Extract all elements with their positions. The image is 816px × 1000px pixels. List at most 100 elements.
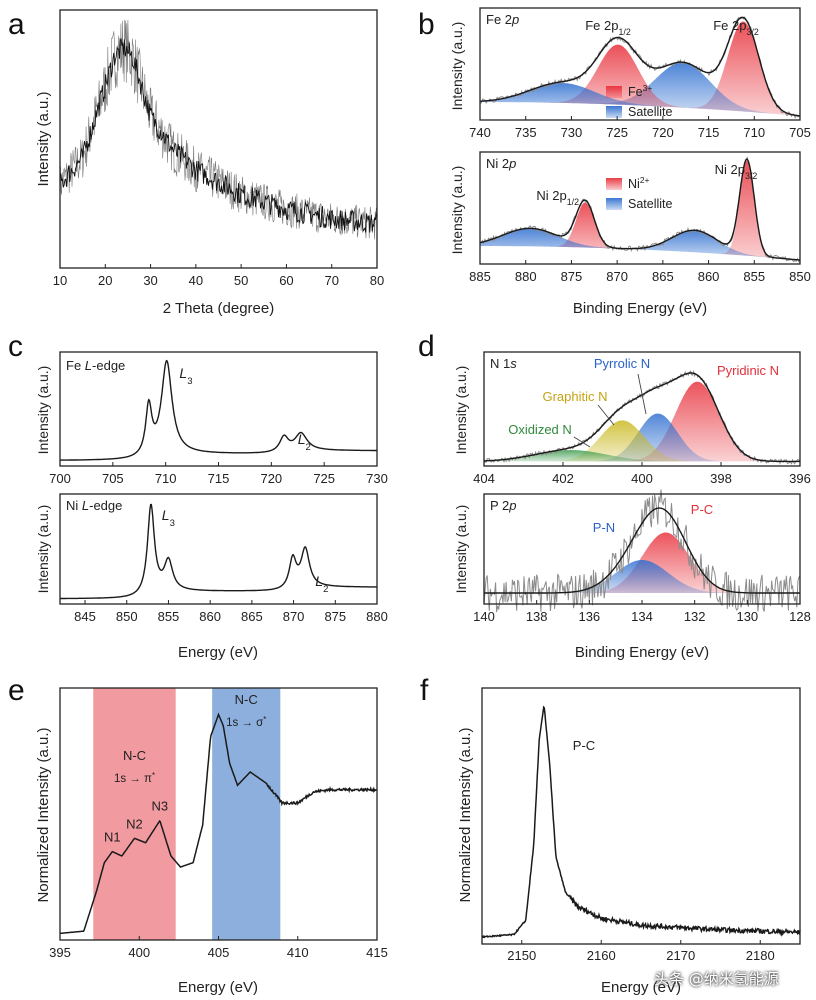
panel-b-ni-legend-swatch	[606, 198, 622, 210]
panel-a-x-tick-label: 10	[53, 273, 67, 288]
panel-f-x-tick-label: 2170	[666, 948, 695, 963]
panel-b-fe-x-tick-label: 720	[652, 125, 674, 140]
panel-d-ylabel-bottom: Intensity (a.u.)	[453, 505, 469, 594]
panel-c-fe-peak-label: L2	[298, 431, 311, 453]
panel-a-frame	[59, 9, 378, 269]
panel-d-p-title-part: p	[508, 498, 516, 513]
panel-b-ni-envelope	[479, 158, 801, 261]
panel-b-fe-peak-label-part: 1/2	[618, 27, 630, 37]
panel-b-fe-envelope	[479, 16, 801, 117]
panel-c-ni-peak-label-part: 3	[170, 518, 175, 529]
panel-e-band-transition: 1s → π*	[114, 771, 155, 786]
panel-b-fe-peak-label-part: 3/2	[746, 27, 758, 37]
panel-d-n-pointer-line	[597, 404, 615, 426]
panel-b-ni-component-1	[480, 230, 800, 260]
panel-letter-a: a	[8, 8, 25, 41]
panel-b-fe-legend-label: Satellite	[628, 105, 673, 119]
panel-letter-e: e	[8, 674, 25, 707]
panel-d-p-title: P 2p	[490, 498, 517, 513]
panel-f-x-tick-label: 2160	[587, 948, 616, 963]
panel-b-ni-legend-label: Satellite	[628, 197, 673, 211]
panel-b-ni-component-3	[480, 228, 800, 260]
panel-b-fe-x-tick-label: 725	[606, 125, 628, 140]
panel-letter-d: d	[418, 330, 435, 363]
panel-letter-f: f	[420, 674, 429, 707]
panel-d-n-pointer-line	[573, 436, 591, 448]
xrd-series-line	[59, 38, 377, 233]
panel-c-fe-peak-label-part: 2	[306, 442, 311, 453]
panel-letter-c: c	[8, 330, 23, 363]
panel-a-x-tick-label: 30	[143, 273, 157, 288]
panel-c-fe-peak-label-part: 3	[187, 376, 192, 387]
panel-e-band-0	[93, 688, 176, 940]
panel-f-x-tick-label: 2180	[746, 948, 775, 963]
panel-d-n-title-part: s	[510, 356, 517, 371]
panel-c-ni-x-tick-label: 875	[324, 609, 346, 624]
panel-c-fe-x-tick-label: 715	[208, 471, 230, 486]
panel-c-ylabel-bottom: Intensity (a.u.)	[35, 505, 51, 594]
panel-b-ni-peak-label: Ni 2p3/2	[715, 162, 758, 181]
panel-e-x-tick-label: 410	[287, 945, 309, 960]
panel-c-ni-peak-label-part: L	[162, 507, 170, 523]
panel-e-peak-label: N1	[104, 830, 121, 845]
panel-b-ni-x-tick-label: 880	[515, 269, 537, 284]
panel-b-fe-peak-label: Fe 2p3/2	[713, 18, 759, 37]
panel-b-ni-x-tick-label: 865	[652, 269, 674, 284]
panel-b-ni-legend-label-part: Ni	[628, 177, 640, 191]
panel-c-fe-peak-label-part: L	[298, 431, 306, 447]
panel-e-peak-label: N2	[126, 816, 143, 831]
panel-d-n-component-label: Pyrrolic N	[594, 356, 650, 371]
panel-c-fe-series-line	[60, 359, 377, 461]
panel-e-x-tick-label: 415	[366, 945, 388, 960]
panel-d-n-x-tick-label: 396	[789, 471, 811, 486]
panel-b-fe-x-tick-label: 740	[469, 125, 491, 140]
panel-b-ni-peak-label: Ni 2p1/2	[536, 188, 579, 207]
panel-b-fe-x-tick-label: 715	[698, 125, 720, 140]
panel-e-band-transition: 1s → σ*	[226, 715, 266, 730]
panel-c-fe-x-tick-label: 725	[313, 471, 335, 486]
panel-d-p-component-label: P-N	[593, 520, 615, 535]
panel-d-n-x-tick-label: 404	[473, 471, 495, 486]
panel-b-fe-peak-label-part: Fe 2p	[713, 18, 746, 33]
panel-b-ni-title: Ni 2p	[486, 156, 516, 171]
panel-b-fe-x-tick-label: 705	[789, 125, 811, 140]
panel-c-ni-title-part: Ni	[66, 498, 82, 513]
panel-c-ni-x-tick-label: 850	[116, 609, 138, 624]
panel-f-series-line	[481, 705, 801, 939]
panel-e-ylabel: Normalized Intensity (a.u.)	[35, 727, 52, 902]
panel-f-x-tick-label: 2150	[507, 948, 536, 963]
panel-c-ni-frame	[59, 493, 378, 605]
panel-d-n-title-part: N 1	[490, 356, 510, 371]
panel-b-ni-legend-label-part: 2+	[640, 175, 650, 185]
panel-e-band-transition-part: *	[263, 715, 266, 724]
panel-a-x-tick-label: 60	[279, 273, 293, 288]
panel-b-ni-peak-label-part: Ni 2p	[536, 188, 566, 203]
panel-b-fe-legend-label-part: Satellite	[628, 105, 673, 119]
panel-c-fe-x-tick-label: 720	[260, 471, 282, 486]
panel-b-fe-peak-label: Fe 2p1/2	[585, 18, 631, 37]
panel-b-ni-x-tick-label: 885	[469, 269, 491, 284]
panel-e-x-tick-label: 395	[49, 945, 71, 960]
panel-b-ni-legend-label-part: Satellite	[628, 197, 673, 211]
panel-c-fe-x-tick-label: 710	[155, 471, 177, 486]
panel-b-ni-frame	[479, 151, 801, 265]
panel-e-band-transition-part: 1s → σ	[226, 717, 263, 729]
panel-b-fe-component-2	[480, 44, 800, 116]
panel-c-fe-x-tick-label: 700	[49, 471, 71, 486]
panel-b-ni-title-part: p	[508, 156, 516, 171]
panel-d-n-pointer-line	[637, 373, 647, 415]
panel-f-ylabel: Normalized Intensity (a.u.)	[457, 727, 474, 902]
panel-c-fe-title-part: -edge	[92, 358, 125, 373]
panel-c-ni-x-tick-label: 845	[74, 609, 96, 624]
panel-d-n-x-tick-label: 402	[552, 471, 574, 486]
panel-c-ni-title-part: -edge	[89, 498, 122, 513]
panel-c-fe-title-part: Fe	[66, 358, 85, 373]
panel-a-xlabel: 2 Theta (degree)	[163, 300, 274, 317]
panel-b-fe-legend-swatch	[606, 106, 622, 118]
panel-e-xlabel: Energy (eV)	[178, 979, 258, 996]
panel-c-ylabel-top: Intensity (a.u.)	[35, 366, 51, 455]
panel-b-ni-raw-data	[480, 155, 801, 263]
panel-d-n-component-label: Pyridinic N	[717, 363, 779, 378]
panel-b-ni-peak-label-part: 3/2	[745, 171, 757, 181]
panel-a-ylabel: Intensity (a.u.)	[35, 91, 52, 186]
